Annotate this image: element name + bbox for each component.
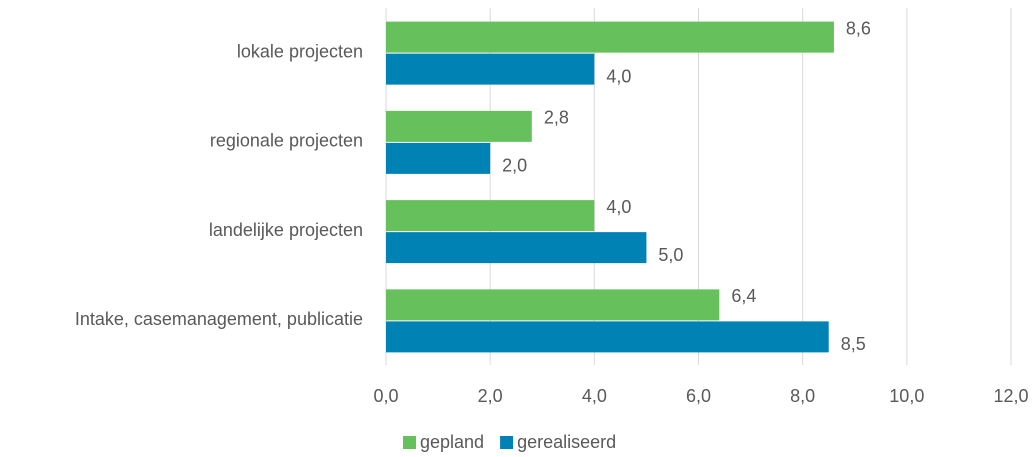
data-label: 8,5 <box>841 334 866 354</box>
x-tick-label: 4,0 <box>582 386 607 406</box>
data-label: 2,0 <box>502 156 527 176</box>
bar <box>386 53 595 85</box>
data-label: 8,6 <box>846 18 871 38</box>
data-label: 6,4 <box>731 286 756 306</box>
x-tick-label: 12,0 <box>993 386 1028 406</box>
data-label: 2,8 <box>544 108 569 128</box>
legend-swatch <box>500 436 514 449</box>
legend-swatch <box>403 436 416 449</box>
bar <box>386 142 491 174</box>
bar <box>386 289 720 321</box>
y-tick-label: Intake, casemanagement, publicatie <box>75 309 363 329</box>
bar <box>386 321 829 353</box>
legend-label: gepland <box>420 432 484 452</box>
data-label: 4,0 <box>606 197 631 217</box>
y-tick-label: landelijke projecten <box>209 220 363 240</box>
data-label: 4,0 <box>606 66 631 86</box>
x-tick-label: 8,0 <box>790 386 815 406</box>
data-label: 5,0 <box>658 245 683 265</box>
y-tick-label: regionale projecten <box>210 131 363 151</box>
y-tick-label: lokale projecten <box>237 41 363 61</box>
x-tick-label: 6,0 <box>686 386 711 406</box>
x-tick-label: 2,0 <box>478 386 503 406</box>
x-tick-label: 10,0 <box>889 386 924 406</box>
bar <box>386 110 532 142</box>
x-tick-label: 0,0 <box>373 386 398 406</box>
bar <box>386 200 595 232</box>
bar <box>386 21 834 53</box>
legend-label: gerealiseerd <box>517 432 616 452</box>
bar <box>386 232 647 264</box>
